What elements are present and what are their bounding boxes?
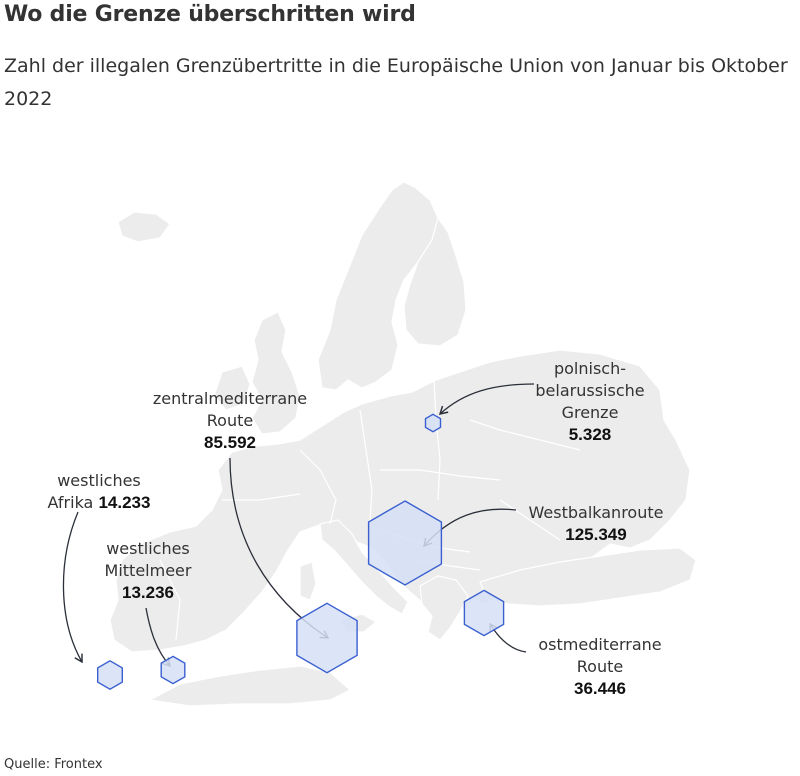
arrow-westliches-afrika	[62, 511, 83, 664]
continental-europe-landmass	[109, 349, 691, 653]
label-line: westliches	[106, 539, 190, 558]
hexagon-ostmediterrane-route	[463, 589, 505, 637]
sardinia-landmass	[299, 561, 317, 601]
great-britain-landmass	[251, 311, 301, 435]
hexagon-westliches-afrika	[96, 659, 124, 691]
label-line: Westbalkanroute	[528, 503, 664, 522]
greece-landmass	[419, 575, 469, 641]
label-line: belarussische	[535, 381, 645, 400]
label-zentralmediterrane-route: zentralmediterrane Route 85.592	[140, 388, 320, 454]
map-title: Wo die Grenze überschritten wird	[4, 2, 416, 27]
map-subtitle: Zahl der illegalen Grenzübertritte in di…	[4, 55, 788, 110]
label-line: Mittelmeer	[104, 561, 192, 580]
italy-landmass	[319, 519, 409, 615]
ireland-landmass	[213, 365, 251, 411]
source-note: Quelle: Frontex	[4, 757, 103, 772]
north-africa-landmass	[148, 665, 352, 707]
route-hexagons	[96, 413, 505, 691]
route-value: 5.328	[568, 425, 612, 444]
label-ostmediterrane-route: ostmediterrane Route 36.446	[520, 634, 680, 700]
route-value: 14.233	[98, 493, 151, 512]
label-line: Grenze	[561, 403, 619, 422]
label-line: westliches	[57, 471, 141, 490]
route-value: 13.236	[122, 583, 174, 602]
turkey-landmass	[479, 547, 697, 607]
label-line: zentralmediterrane	[152, 389, 308, 408]
hexagon-polnisch-belarussische-grenze	[424, 413, 442, 433]
label-westliches-afrika: westliches Afrika 14.233	[24, 470, 174, 514]
finland-landmass	[403, 216, 467, 347]
label-polnisch-belarussische-grenze: polnisch- belarussische Grenze 5.328	[520, 358, 660, 446]
route-value: 125.349	[565, 525, 627, 544]
route-value: 85.592	[204, 433, 256, 452]
iceland-landmass	[117, 211, 171, 243]
label-westliches-mittelmeer: westliches Mittelmeer 13.236	[88, 538, 208, 604]
hexagon-westbalkanroute	[367, 500, 443, 586]
arrow-polnisch-belarussische-grenze	[438, 383, 535, 415]
label-line: polnisch-	[553, 359, 627, 378]
label-line: ostmediterrane	[538, 635, 662, 654]
hexagon-westliches-mittelmeer	[160, 655, 186, 685]
label-westbalkanroute: Westbalkanroute 125.349	[506, 502, 686, 546]
route-value: 36.446	[574, 679, 626, 698]
label-line: Route	[576, 657, 624, 676]
label-line: Afrika	[47, 493, 94, 512]
hexagon-zentralmediterrane-route	[296, 602, 358, 674]
label-line: Route	[206, 411, 254, 430]
